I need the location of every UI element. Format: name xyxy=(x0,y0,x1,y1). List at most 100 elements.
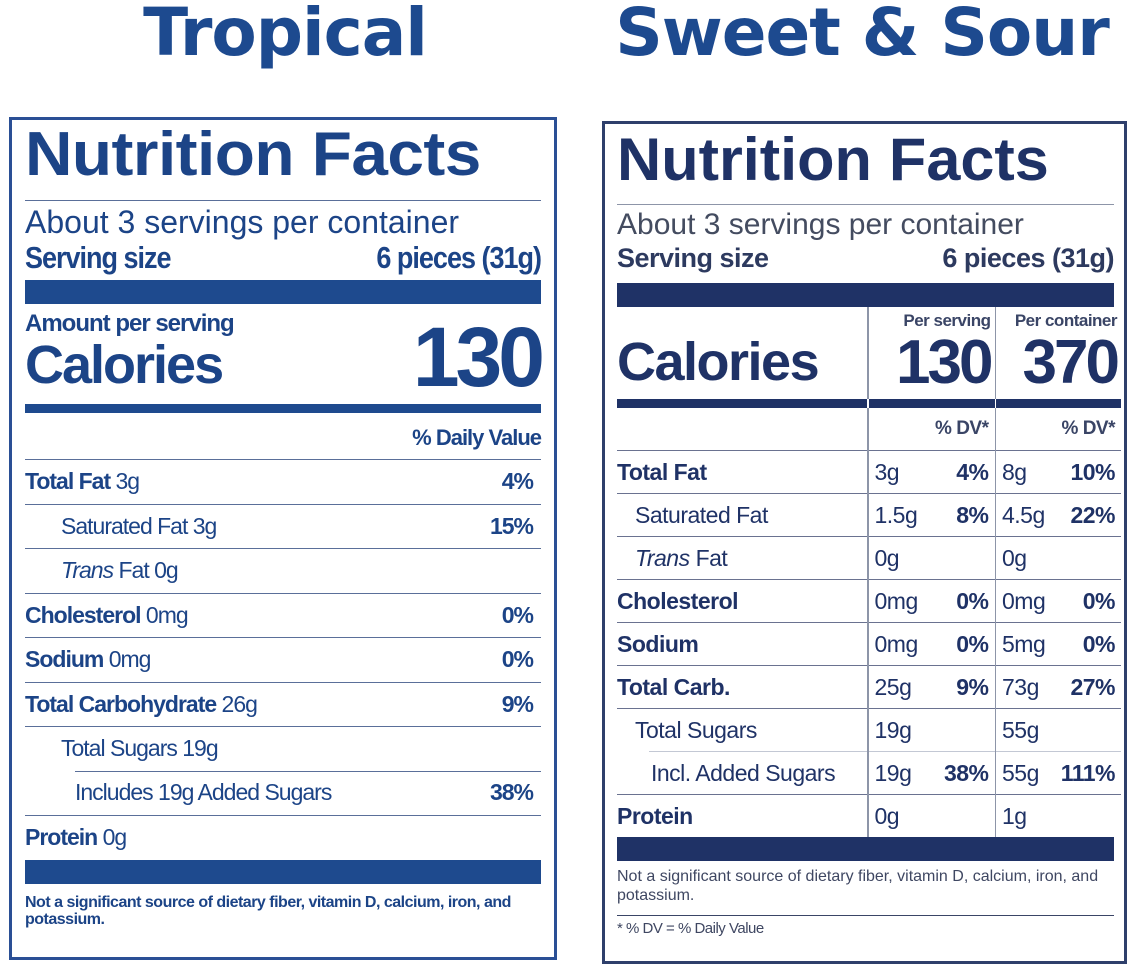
calories-per-container-cell: Per container 370 xyxy=(996,307,1121,399)
per-container-label: Per container xyxy=(1014,311,1118,330)
container-dv: 22% xyxy=(1070,501,1115,528)
container-cell: 1g xyxy=(996,794,1121,837)
sweet-sour-title: Sweet & Sour xyxy=(615,0,1110,71)
nutrient-name: Total Fat xyxy=(617,450,867,493)
container-cell: 55g xyxy=(996,708,1121,751)
nutrient-row-cholesterol: Cholesterol 0mg 0% xyxy=(25,592,541,638)
nutrient-dv: 38% xyxy=(489,779,534,806)
serving-amount: 0mg xyxy=(874,587,919,614)
column-divider xyxy=(994,307,996,399)
nutrient-dv: 9% xyxy=(501,690,534,717)
nutrient-row-trans-fat: Trans Fat 0g xyxy=(25,548,541,593)
nutrient-amount: 26g xyxy=(221,690,258,717)
nutrient-name: Sodium xyxy=(617,622,867,665)
calories-label: Calories xyxy=(617,332,820,392)
container-cell: 55g 111% xyxy=(996,751,1121,794)
container-dv: 0% xyxy=(1082,587,1116,614)
serving-dv: 0% xyxy=(956,587,989,614)
nutrient-amount: 0mg xyxy=(145,601,189,628)
nutrient-name-italic: Trans xyxy=(635,544,690,571)
serving-cell: 0g xyxy=(868,794,995,837)
nutrient-name-cell: Trans Fat xyxy=(617,536,867,579)
container-amount: 0g xyxy=(1002,544,1027,571)
nutrient-amount: 3g xyxy=(192,512,218,539)
nutrient-name: Fat xyxy=(118,557,149,584)
daily-value-header: % Daily Value xyxy=(412,425,542,450)
serving-size-row: Serving size 6 pieces (31g) xyxy=(617,243,1114,273)
nutrient-dv: 0% xyxy=(501,601,534,628)
nutrient-dv: 0% xyxy=(501,646,534,673)
calories-section: Amount per serving Calories 130 xyxy=(25,304,545,404)
nutrient-dv: 4% xyxy=(501,468,534,495)
serving-cell: 0g xyxy=(868,536,995,579)
nutrient-table: Calories Per serving 130 Per container 3… xyxy=(617,307,1121,837)
nutrient-row-saturated-fat: Saturated Fat 3g 15% xyxy=(25,503,541,549)
serving-dv: 8% xyxy=(956,501,989,528)
serving-cell: 1.5g 8% xyxy=(868,493,995,536)
nutrient-name: Sodium xyxy=(25,646,104,673)
nutrient-dv: 15% xyxy=(489,512,534,539)
nutrient-amount: 0g xyxy=(154,557,179,584)
container-amount: 5mg xyxy=(1002,630,1046,657)
nutrient-name: Fat xyxy=(695,544,728,571)
nutrient-name: Total Fat xyxy=(25,468,111,495)
footnote: Not a significant source of dietary fibe… xyxy=(617,868,1099,904)
calories-per-serving-cell: Per serving 130 xyxy=(869,307,995,399)
divider xyxy=(25,200,541,201)
serving-cell: 19g 38% xyxy=(868,751,995,794)
serving-size-row: Serving size 6 pieces (31g) xyxy=(25,240,542,276)
nutrient-name: Saturated Fat xyxy=(61,512,188,539)
servings-per-container: About 3 servings per container xyxy=(25,204,460,240)
serving-dv: 0% xyxy=(956,630,989,657)
serving-cell: 0mg 0% xyxy=(868,579,995,622)
nutrient-name: Protein xyxy=(617,794,867,837)
nutrient-name: Total Sugars xyxy=(617,708,867,751)
nutrient-name: Includes 19g Added Sugars xyxy=(75,779,332,806)
servings-per-container: About 3 servings per container xyxy=(617,208,1024,241)
thick-divider xyxy=(617,283,1114,307)
column-divider xyxy=(867,307,869,399)
container-dv: 0% xyxy=(1082,630,1116,657)
container-amount: 8g xyxy=(1002,458,1027,485)
serving-amount: 0g xyxy=(874,802,900,829)
serving-dv: 4% xyxy=(956,458,989,485)
serving-dv: 9% xyxy=(956,673,989,700)
serving-amount: 0g xyxy=(874,544,900,571)
calories-per-container: 370 xyxy=(1022,328,1120,397)
tropical-nutrition-label: Nutrition Facts About 3 servings per con… xyxy=(9,117,557,960)
nutrient-name: Cholesterol xyxy=(617,579,867,622)
calories-divider xyxy=(617,399,867,408)
divider xyxy=(617,204,1114,205)
container-cell: 8g 10% xyxy=(996,450,1121,493)
serving-amount: 3g xyxy=(874,458,900,485)
serving-cell: 0mg 0% xyxy=(868,622,995,665)
calories-divider xyxy=(996,399,1121,408)
nutrient-amount: 0g xyxy=(102,824,128,851)
nutrient-row-sodium: Sodium 0mg 0% xyxy=(25,637,541,682)
serving-amount: 25g xyxy=(874,673,912,700)
thick-divider xyxy=(25,280,541,304)
per-serving-label: Per serving xyxy=(903,311,991,330)
serving-cell: 25g 9% xyxy=(868,665,995,708)
nutrient-name: Total Carbohydrate xyxy=(25,690,217,717)
medium-divider xyxy=(25,404,541,413)
serving-amount: 19g xyxy=(874,759,912,786)
nutrient-name: Cholesterol xyxy=(25,601,142,628)
nutrient-amount: 19g xyxy=(182,735,218,762)
container-dv: 27% xyxy=(1070,673,1115,700)
serving-dv: 38% xyxy=(943,759,989,786)
nutrient-amount: 3g xyxy=(115,468,141,495)
dv-header-container: % DV* xyxy=(1061,418,1116,439)
nutrient-amount: 0mg xyxy=(108,646,152,673)
serving-cell: 19g xyxy=(868,708,995,751)
serving-size-value: 6 pieces (31g) xyxy=(376,241,542,275)
serving-size-value: 6 pieces (31g) xyxy=(942,243,1114,273)
calories-per-serving: 130 xyxy=(896,328,993,397)
serving-amount: 1.5g xyxy=(874,501,918,528)
nutrition-facts-heading: Nutrition Facts xyxy=(25,120,481,189)
amount-per-serving: Amount per serving xyxy=(25,310,235,337)
nutrient-name-italic: Trans xyxy=(61,557,114,584)
thick-divider xyxy=(25,859,541,884)
nutrient-name: Total Sugars xyxy=(61,735,178,762)
tropical-title: Tropical xyxy=(143,0,428,71)
